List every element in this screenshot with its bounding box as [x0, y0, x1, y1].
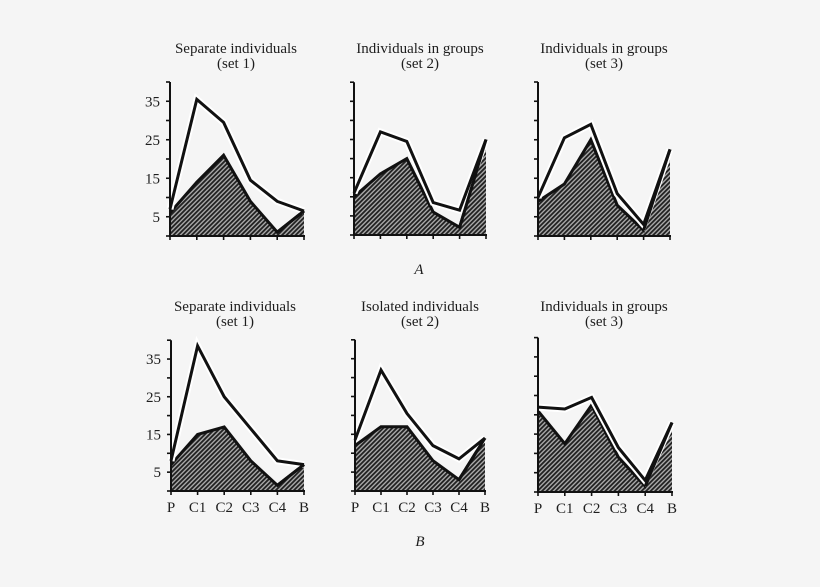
x-tick-label: P: [167, 500, 175, 516]
shaded-area: [538, 405, 672, 492]
x-tick-label: C3: [242, 500, 260, 516]
panel-subtitle: (set 2): [401, 314, 439, 330]
panel-a3: Individuals in groups(set 3): [534, 41, 674, 240]
shaded-area: [170, 155, 304, 236]
y-tick-label: 25: [146, 390, 161, 406]
y-tick-label: 25: [145, 133, 160, 149]
shaded-area: [171, 426, 304, 491]
y-tick-label: 5: [153, 210, 161, 226]
panel-title: Isolated individuals: [361, 299, 479, 315]
panel-subtitle: (set 1): [216, 314, 254, 330]
panel-b2: Isolated individuals(set 2) P C1 C2 C3 C4 B: [351, 299, 490, 516]
x-tick-label: C1: [556, 501, 574, 517]
x-tick-label: B: [299, 500, 309, 516]
x-tick-label: C4: [450, 500, 468, 516]
shaded-area-edge-end: [642, 148, 672, 231]
panel-b1: Separate individuals(set 1) 5 15 25 35 P C1 C2 C…: [146, 299, 309, 516]
y-tick-label: 35: [145, 94, 160, 110]
shaded-area-edge-end: [458, 139, 488, 228]
panel-subtitle: (set 3): [585, 56, 623, 72]
panel-title: Separate individuals: [174, 299, 296, 315]
x-tick-label: C2: [215, 500, 233, 516]
x-tick-label: C2: [398, 500, 416, 516]
upper-line: [353, 366, 486, 461]
upper-line: [537, 395, 674, 484]
panel-subtitle: (set 1): [217, 56, 255, 72]
x-tick-label: B: [480, 500, 490, 516]
shaded-area-edge-end: [276, 463, 305, 487]
shaded-area-edge-end: [643, 421, 674, 487]
y-tick-label: 5: [154, 465, 162, 481]
panel-subtitle: (set 3): [585, 314, 623, 330]
panel-subtitle: (set 2): [401, 56, 439, 72]
panel-title: Individuals in groups: [356, 41, 484, 57]
panel-b3: Individuals in groups(set 3) P C1 C2 C3 C4 B: [534, 299, 677, 517]
y-tick-label: 35: [146, 352, 161, 368]
upper-line: [352, 129, 488, 212]
x-tick-label: P: [351, 500, 359, 516]
y-tick-label: 15: [145, 171, 160, 187]
x-tick-label: C3: [610, 501, 628, 517]
shaded-area: [538, 139, 670, 236]
x-tick-label: B: [667, 501, 677, 517]
figure-label-b: B: [415, 534, 424, 550]
x-tick-label: P: [534, 501, 542, 517]
panel-a1: Separate individuals(set 1) 5 15 25 35: [145, 41, 306, 240]
panel-grid: Separate individuals(set 1)5152535Indivi…: [145, 41, 677, 517]
x-tick-label: C1: [189, 500, 207, 516]
upper-line: [168, 96, 305, 213]
x-tick-label: C2: [583, 501, 601, 517]
upper-line: [169, 341, 305, 467]
panel-a2: Individuals in groups(set 2): [350, 41, 490, 239]
panel-title: Individuals in groups: [540, 41, 668, 57]
x-tick-label: C4: [269, 500, 287, 516]
shaded-area-edge-end: [276, 209, 305, 234]
shaded-area-edge-end: [457, 437, 487, 481]
shaded-area: [355, 426, 485, 491]
figure-label-a: A: [413, 262, 424, 278]
panel-title: Individuals in groups: [540, 299, 668, 315]
x-tick-label: C1: [372, 500, 390, 516]
x-tick-label: C4: [636, 501, 654, 517]
x-tick-label: C3: [424, 500, 442, 516]
panel-title: Separate individuals: [175, 41, 297, 57]
y-tick-label: 15: [146, 427, 161, 443]
